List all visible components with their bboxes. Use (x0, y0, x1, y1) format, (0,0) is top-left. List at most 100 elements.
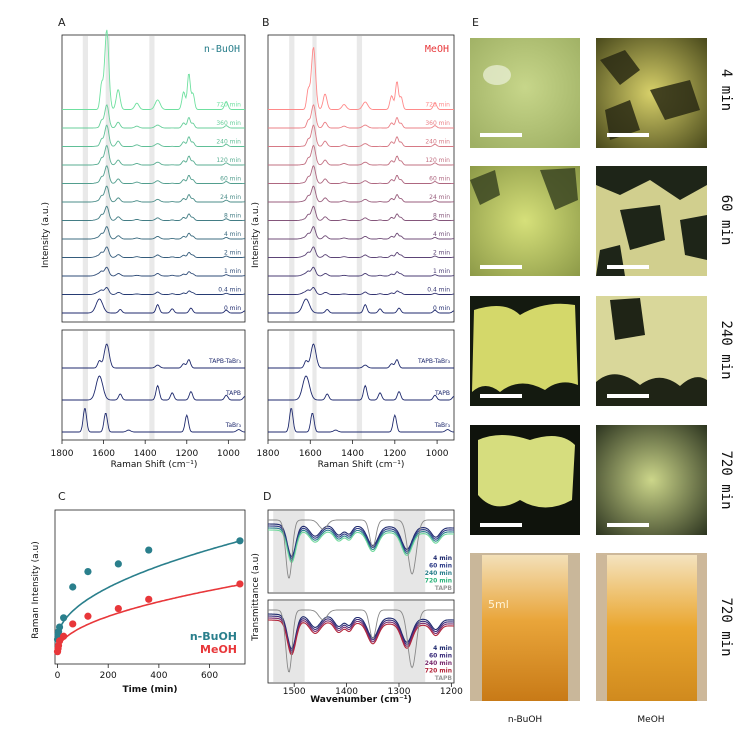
spectrum-time-label: 60 min (220, 176, 241, 183)
spectrum-time-label: 120 min (425, 157, 450, 164)
ftir-panel: Transmittance (a.u) Wavenumber (cm⁻¹) 4 … (251, 509, 463, 705)
raman-spectrum-line (268, 185, 454, 203)
x-tick-label: 200 (100, 671, 117, 681)
data-point (145, 546, 153, 554)
raman-spectrum-line (268, 226, 454, 240)
raman-spectrum-line (62, 124, 245, 147)
reference-label: TaBr₃ (225, 422, 242, 429)
raman-bottom-frame (61, 329, 246, 441)
x-tick-label: 1400 (341, 449, 364, 459)
x-tick-label: 1600 (92, 449, 115, 459)
plot-frame (54, 509, 246, 665)
shaded-band (356, 36, 363, 321)
scale-bar (480, 394, 522, 398)
legend-entry: 4 min (433, 645, 452, 652)
data-point (114, 560, 122, 568)
ftir-line (268, 619, 454, 656)
shaded-band (289, 331, 295, 439)
scale-bar (480, 523, 522, 527)
spectrum-time-label: 120 min (216, 157, 241, 164)
fit-curve (56, 583, 241, 652)
x-tick-label: 1600 (299, 449, 322, 459)
panel-label-e: E (472, 16, 479, 29)
reference-spectrum-line (268, 408, 455, 433)
data-point (69, 620, 77, 628)
reference-spectrum-line (62, 375, 246, 401)
reference-spectrum-line (268, 343, 454, 369)
shaded-band (312, 36, 317, 321)
micrograph-feature (483, 65, 511, 85)
shaded-band (82, 331, 88, 439)
spectrum-time-label: 0.4 min (218, 287, 241, 294)
x-tick-label: 1300 (388, 687, 411, 697)
micrograph-grid: 5ml n-BuOH MeOH 4 min 60 min 240 min 720… (470, 38, 734, 725)
vial-nbuoh (482, 555, 568, 701)
raman-title: MeOH (425, 44, 449, 55)
shaded-band (105, 36, 110, 321)
x-tick-label: 1200 (383, 449, 406, 459)
y-axis-label: Intensity (a.u.) (251, 202, 261, 268)
micrograph-meoh-720min (596, 425, 707, 535)
reference-spectrum-line (62, 408, 246, 433)
vial-meoh (607, 555, 697, 701)
time-label-row-4: 720 min (718, 450, 734, 509)
time-label-row-3: 240 min (718, 320, 734, 379)
micrograph-feature (600, 50, 700, 140)
micrograph-feature (596, 166, 707, 276)
data-point (84, 612, 92, 620)
x-axis-label: Raman Shift (cm⁻¹) (318, 460, 405, 470)
panel-label-d: D (263, 490, 271, 503)
raman-spectrum-line (62, 287, 245, 295)
shaded-band (312, 331, 317, 439)
spectrum-time-label: 240 min (216, 139, 241, 146)
time-label-row-1: 4 min (718, 69, 734, 111)
legend-entry: 4 min (433, 555, 452, 562)
x-tick-label: 1000 (426, 449, 449, 459)
legend-entry: 240 min (425, 570, 452, 577)
shaded-band (356, 331, 363, 439)
panel-label-b: B (262, 16, 270, 29)
micrograph-nbuoh-4min (470, 38, 580, 148)
data-point (55, 623, 64, 631)
ftir-line (268, 523, 454, 558)
reference-label: TAPB (434, 390, 450, 397)
spectrum-time-label: 2 min (433, 250, 450, 257)
x-tick-label: 1800 (51, 449, 74, 459)
data-point (55, 637, 64, 645)
spectrum-time-label: 0 min (433, 305, 450, 312)
x-tick-label: 400 (150, 671, 167, 681)
legend-entry: TAPB (435, 675, 453, 682)
ftir-line (268, 527, 454, 562)
raman-bottom-frame (267, 329, 455, 441)
column-label-nbuoh: n-BuOH (508, 715, 542, 725)
raman-spectrum-line (268, 287, 454, 295)
shaded-band (149, 36, 155, 321)
spectrum-time-label: 8 min (433, 213, 450, 220)
x-tick-label: 600 (201, 671, 218, 681)
raman-spectrum-line (268, 104, 454, 129)
raman-spectrum-line (62, 205, 245, 221)
time-label-row-2: 60 min (718, 195, 734, 246)
raman-top-frame (61, 34, 246, 323)
scale-bar (607, 265, 649, 269)
raman-spectrum-line (62, 165, 246, 184)
intensity-vs-time-chart: Raman Intensity (a.u) Time (min) n-BuOHM… (31, 509, 246, 695)
scale-bar (607, 133, 649, 137)
y-axis-label: Intensity (a.u.) (41, 202, 51, 268)
legend-entry: 60 min (429, 653, 452, 660)
micrograph-feature (596, 298, 707, 406)
raman-spectrum-line (268, 124, 454, 147)
raman-spectrum-line (268, 298, 455, 314)
legend-entry: TAPB (435, 585, 453, 592)
spectrum-time-label: 1 min (224, 268, 241, 275)
raman-spectrum-line (62, 144, 245, 166)
raman-spectrum-line (62, 246, 245, 258)
raman-spectrum-line (62, 266, 246, 277)
raman-title: n-BuOH (204, 44, 240, 55)
raman-spectrum-line (62, 29, 245, 110)
x-tick-label: 1200 (440, 687, 463, 697)
x-tick-label: 1500 (283, 687, 306, 697)
legend-entry: n-BuOH (190, 630, 237, 643)
x-axis-label: Time (min) (123, 685, 178, 695)
